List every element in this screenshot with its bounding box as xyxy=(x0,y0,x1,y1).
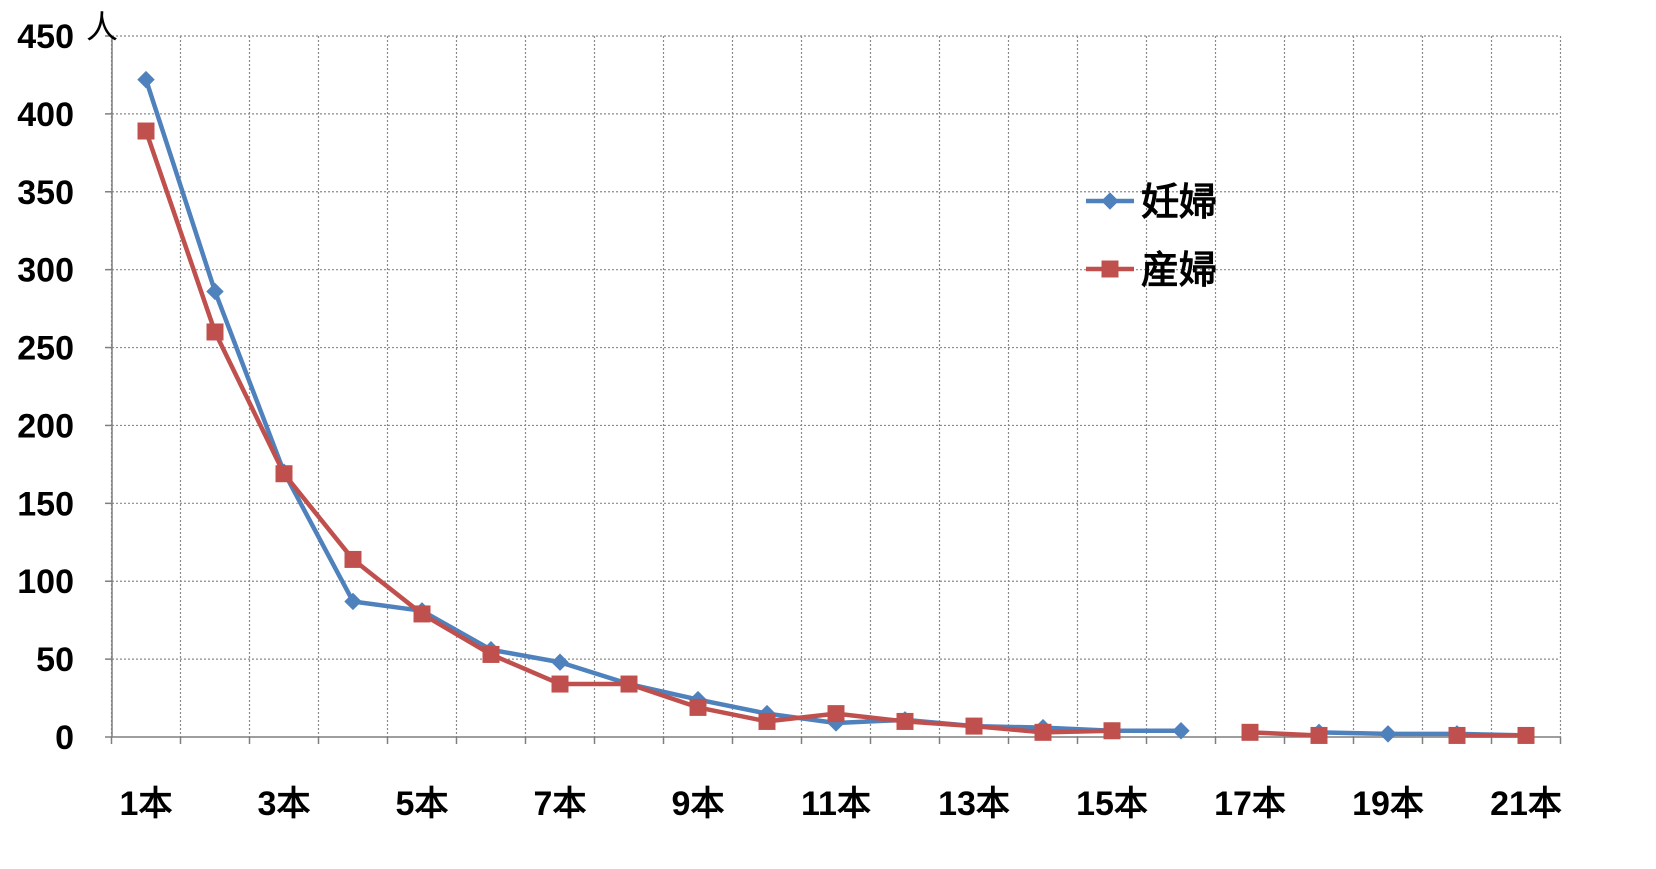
data-point xyxy=(827,705,845,723)
x-tick-label: 13本 xyxy=(938,785,1010,823)
x-tick-label: 19本 xyxy=(1352,785,1424,823)
data-point xyxy=(1448,726,1466,744)
data-point xyxy=(551,653,569,671)
x-tick-label: 9本 xyxy=(672,785,725,823)
data-point xyxy=(482,645,500,663)
data-point xyxy=(344,550,362,568)
data-point xyxy=(1172,722,1190,740)
data-point xyxy=(1034,723,1052,741)
legend-item-2: 産婦 xyxy=(1086,248,1217,292)
y-axis-unit-label: 人 xyxy=(86,8,118,46)
x-tick-label: 21本 xyxy=(1490,785,1562,823)
data-point xyxy=(413,605,431,623)
data-point xyxy=(1517,726,1535,744)
x-tick-label: 1本 xyxy=(120,785,173,823)
data-point xyxy=(896,712,914,730)
y-tick-labels: 0 50 100 150 200 250 300 350 400 450 xyxy=(17,18,74,757)
data-point xyxy=(275,465,293,483)
data-point xyxy=(758,712,776,730)
legend-label: 産婦 xyxy=(1141,248,1217,292)
series-layer xyxy=(137,70,1535,745)
data-point xyxy=(1310,726,1328,744)
legend-marker xyxy=(1101,260,1119,278)
y-tick-label: 150 xyxy=(17,485,74,523)
y-tick-label: 50 xyxy=(36,641,74,679)
y-tick-label: 0 xyxy=(55,719,74,757)
x-tick-label: 15本 xyxy=(1076,785,1148,823)
legend-label: 妊婦 xyxy=(1141,180,1217,224)
x-tick-label: 5本 xyxy=(396,785,449,823)
x-tick-label: 3本 xyxy=(258,785,311,823)
data-point xyxy=(206,323,224,341)
series-line xyxy=(143,130,1113,735)
series-1 xyxy=(137,70,1535,745)
data-point xyxy=(137,122,155,140)
data-point xyxy=(1241,723,1259,741)
y-tick-label: 100 xyxy=(17,563,74,601)
legend-marker xyxy=(1101,192,1119,210)
data-point xyxy=(1103,722,1121,740)
x-tick-label: 11本 xyxy=(801,785,871,823)
data-point xyxy=(206,282,224,301)
data-point xyxy=(551,675,569,693)
y-tick-label: 250 xyxy=(17,330,74,368)
data-point xyxy=(344,592,362,611)
y-tick-label: 400 xyxy=(17,96,74,134)
series-line xyxy=(1249,730,1320,738)
y-tick-label: 200 xyxy=(17,407,74,445)
data-point xyxy=(1379,725,1397,743)
data-point xyxy=(137,70,155,89)
y-tick-label: 300 xyxy=(17,252,74,290)
y-tick-label: 350 xyxy=(17,174,74,212)
y-tick-label: 450 xyxy=(17,18,74,56)
series-line xyxy=(143,78,1181,734)
grid xyxy=(110,35,1562,737)
data-point xyxy=(620,675,638,693)
legend-item-1: 妊婦 xyxy=(1086,180,1217,224)
x-tick-labels: 1本 3本 5本 7本 9本 11本 13本 15本 17本 19本 21本 xyxy=(120,785,1562,823)
data-point xyxy=(965,717,983,735)
series-2 xyxy=(137,122,1535,744)
data-point xyxy=(689,698,707,716)
axes xyxy=(105,35,1562,744)
x-tick-label: 17本 xyxy=(1214,785,1286,823)
x-tick-label: 7本 xyxy=(534,785,587,823)
